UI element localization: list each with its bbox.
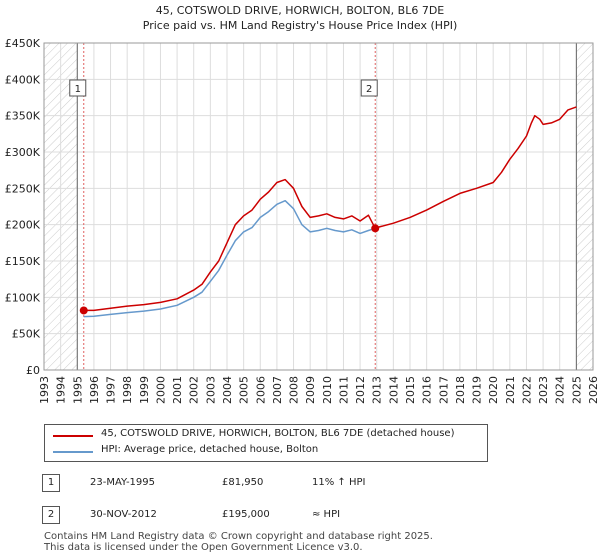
chart-subtitle: Price paid vs. HM Land Registry's House … xyxy=(143,19,458,32)
legend-label-hpi: HPI: Average price, detached house, Bolt… xyxy=(101,444,319,455)
y-tick-label: £200K xyxy=(5,219,41,232)
y-tick-label: £250K xyxy=(5,182,41,195)
x-tick-label: 2026 xyxy=(587,376,600,404)
sale-row-2: 2 30-NOV-2012 £195,000 ≈ HPI xyxy=(42,506,562,526)
x-tick-label: 2008 xyxy=(288,376,301,404)
y-tick-label: £300K xyxy=(5,146,41,159)
x-tick-label: 2020 xyxy=(487,376,500,404)
y-tick-label: £100K xyxy=(5,291,41,304)
sale-row-1: 1 23-MAY-1995 £81,950 11% ↑ HPI xyxy=(42,474,562,494)
footer-line-2: This data is licensed under the Open Gov… xyxy=(44,542,363,553)
plot-background xyxy=(44,43,593,370)
chart: 45, COTSWOLD DRIVE, HORWICH, BOLTON, BL6… xyxy=(5,4,600,404)
x-tick-label: 2019 xyxy=(471,376,484,404)
x-tick-label: 2010 xyxy=(321,376,334,404)
x-tick-label: 1993 xyxy=(38,376,51,404)
series-line-hpi xyxy=(83,199,376,318)
x-tick-label: 2014 xyxy=(387,376,400,404)
y-tick-label: £50K xyxy=(12,328,41,341)
legend-item-property: 45, COTSWOLD DRIVE, HORWICH, BOLTON, BL6… xyxy=(45,427,487,443)
y-tick-label: £450K xyxy=(5,37,41,50)
x-tick-label: 1994 xyxy=(55,376,68,404)
sale-date-1: 23-MAY-1995 xyxy=(90,477,156,488)
x-tick-label: 2025 xyxy=(570,376,583,404)
y-tick-label: £350K xyxy=(5,110,41,123)
x-tick-label: 2022 xyxy=(520,376,533,404)
sale-hpi-2: ≈ HPI xyxy=(312,509,341,520)
x-tick-label: 2017 xyxy=(437,376,450,404)
x-tick-label: 2000 xyxy=(154,376,167,404)
sale-box-2 xyxy=(360,79,378,97)
x-tick-label: 2012 xyxy=(354,376,367,404)
x-tick-label: 1995 xyxy=(71,376,84,404)
legend-item-hpi: HPI: Average price, detached house, Bolt… xyxy=(45,443,487,459)
x-tick-label: 2007 xyxy=(271,376,284,404)
x-tick-label: 2015 xyxy=(404,376,417,404)
sale-price-1: £81,950 xyxy=(222,477,264,488)
x-tick-label: 2018 xyxy=(454,376,467,404)
x-tick-label: 1998 xyxy=(121,376,134,404)
sale-box-label-1: 1 xyxy=(75,84,81,95)
x-tick-label: 2002 xyxy=(188,376,201,404)
x-tick-label: 2006 xyxy=(254,376,267,404)
x-tick-label: 2003 xyxy=(204,376,217,404)
x-tick-label: 1997 xyxy=(105,376,118,404)
x-tick-label: 2024 xyxy=(554,376,567,404)
legend-line-property xyxy=(53,435,93,437)
hatched-region-2 xyxy=(576,43,593,370)
sale-hpi-1: 11% ↑ HPI xyxy=(312,477,366,488)
y-tick-label: £400K xyxy=(5,73,41,86)
x-tick-label: 2021 xyxy=(504,376,517,404)
sale-marker-1: 1 xyxy=(42,474,60,492)
legend: 45, COTSWOLD DRIVE, HORWICH, BOLTON, BL6… xyxy=(44,424,488,462)
sale-price-2: £195,000 xyxy=(222,509,270,520)
x-tick-label: 2016 xyxy=(421,376,434,404)
sale-date-2: 30-NOV-2012 xyxy=(90,509,157,520)
x-tick-label: 2011 xyxy=(337,376,350,404)
y-tick-label: £0 xyxy=(26,364,40,377)
series-line-property xyxy=(83,106,577,312)
x-tick-label: 2013 xyxy=(371,376,384,404)
x-tick-label: 2023 xyxy=(537,376,550,404)
x-tick-label: 2009 xyxy=(304,376,317,404)
x-tick-label: 1999 xyxy=(138,376,151,404)
x-tick-label: 1996 xyxy=(88,376,101,404)
chart-title: 45, COTSWOLD DRIVE, HORWICH, BOLTON, BL6… xyxy=(156,4,445,17)
plot-frame xyxy=(43,42,594,371)
plot-area: 1 2 £0 £50K £100K £150K £200K £250K £300K £350K £4… xyxy=(5,37,600,404)
legend-line-hpi xyxy=(53,451,93,453)
legend-label-property: 45, COTSWOLD DRIVE, HORWICH, BOLTON, BL6… xyxy=(101,428,455,439)
sale-point-2 xyxy=(371,224,380,233)
x-tick-label: 2001 xyxy=(171,376,184,404)
footer-line-1: Contains HM Land Registry data © Crown c… xyxy=(44,531,433,542)
sale-box-1 xyxy=(69,79,87,97)
sale-point-1 xyxy=(79,306,88,315)
sale-marker-2: 2 xyxy=(42,506,60,524)
x-tick-label: 2004 xyxy=(221,376,234,404)
footer: Contains HM Land Registry data © Crown c… xyxy=(44,531,433,553)
y-tick-label: £150K xyxy=(5,255,41,268)
x-tick-label: 2005 xyxy=(238,376,251,404)
sale-box-label-2: 2 xyxy=(366,84,372,95)
